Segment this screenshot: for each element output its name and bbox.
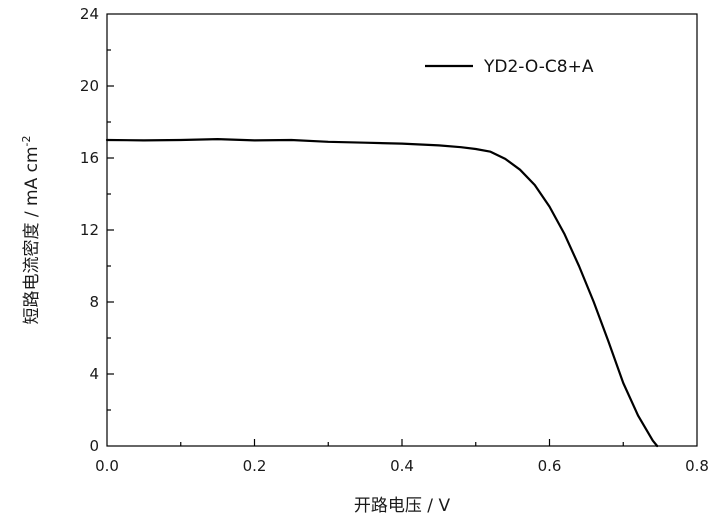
x-tick-label: 0.2 (243, 457, 267, 475)
y-tick-label: 0 (89, 437, 99, 455)
legend-label: YD2-O-C8+A (483, 57, 594, 77)
axis-ticks (107, 50, 623, 446)
y-axis-label-main: 短路电流密度 / mA cm (22, 146, 42, 324)
x-tick-label: 0.8 (685, 457, 709, 475)
y-tick-label: 20 (80, 77, 99, 95)
series-line-0 (107, 139, 657, 446)
series-layer (107, 139, 657, 446)
plot-frame (107, 14, 697, 446)
x-tick-label: 0.0 (95, 457, 119, 475)
legend: YD2-O-C8+A (425, 57, 594, 77)
x-tick-label: 0.6 (538, 457, 562, 475)
y-tick-label: 8 (89, 293, 99, 311)
y-tick-label: 24 (80, 5, 99, 23)
y-tick-label: 4 (89, 365, 99, 383)
y-tick-label: 12 (80, 221, 99, 239)
x-tick-label: 0.4 (390, 457, 414, 475)
y-axis-label: 短路电流密度 / mA cm-2 (20, 135, 42, 324)
tick-labels: 0.0 0.2 0.4 0.6 0.8 0 4 8 12 16 20 24 (80, 5, 709, 475)
y-axis-label-superscript: -2 (20, 135, 33, 146)
x-axis-label: 开路电压 / V (354, 496, 451, 516)
y-tick-label: 16 (80, 149, 99, 167)
